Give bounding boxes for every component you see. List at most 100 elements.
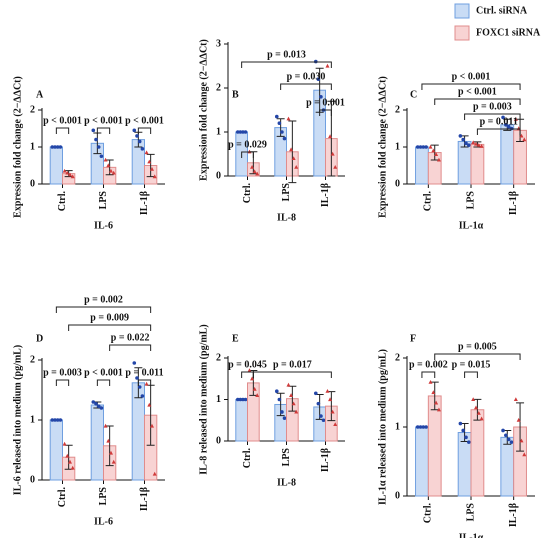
significance-bracket (55, 379, 70, 386)
p-value: p < 0.001 (458, 86, 497, 97)
data-point (519, 133, 524, 138)
data-point (94, 137, 98, 142)
data-point (321, 418, 326, 423)
data-point (316, 77, 321, 81)
data-point (428, 379, 433, 384)
data-point (241, 130, 245, 134)
significance-bracket (96, 379, 111, 386)
p-value: p < 0.001 (84, 115, 123, 126)
data-point (418, 145, 423, 149)
data-point (479, 144, 484, 148)
significance-bracket (241, 61, 332, 68)
x-tick-label: LPS (281, 183, 292, 202)
data-point (516, 417, 521, 422)
data-point (53, 418, 57, 422)
p-value: p = 0.029 (228, 139, 267, 150)
x-tick-label: Ctrl. (242, 448, 253, 469)
significance-bracket (434, 353, 521, 360)
significance-bracket (464, 371, 478, 378)
data-point (325, 63, 330, 68)
data-point (255, 171, 260, 176)
panel-letter: C (410, 89, 417, 100)
y-tick-label: 2 (216, 352, 221, 363)
data-point (421, 425, 426, 429)
data-point (235, 130, 240, 134)
p-value: p = 0.001 (306, 97, 345, 108)
data-point (316, 401, 321, 406)
x-tick-label: IL-1β (508, 503, 519, 527)
bar (235, 399, 249, 442)
data-point (504, 433, 508, 438)
data-point (55, 145, 60, 149)
data-point (509, 440, 514, 444)
data-point (522, 137, 527, 142)
x-tick-label: IL-1β (139, 191, 150, 215)
x-tick-label: Ctrl. (423, 191, 434, 212)
y-tick-label: 0 (216, 170, 221, 181)
data-point (333, 422, 338, 426)
data-point (135, 134, 139, 138)
x-tick-label: LPS (281, 448, 292, 467)
bar (415, 426, 429, 497)
data-point (252, 169, 257, 174)
data-point (319, 95, 323, 99)
significance-bracket (55, 127, 70, 134)
x-tick-label: LPS (98, 191, 109, 210)
data-point (473, 405, 478, 410)
legend-label: Ctrl. siRNA (476, 5, 528, 16)
data-point (238, 397, 243, 402)
data-point (106, 163, 111, 168)
y-tick-label: 1 (395, 421, 400, 432)
data-point (140, 394, 145, 398)
data-point (58, 145, 63, 149)
data-point (150, 167, 155, 171)
p-value: p < 0.001 (43, 115, 82, 126)
significance-bracket (252, 371, 332, 378)
data-point (140, 147, 145, 151)
data-point (286, 116, 291, 121)
p-value: p = 0.013 (267, 49, 306, 60)
y-tick-label: 2 (216, 82, 221, 93)
data-point (62, 168, 67, 173)
panel-letter: A (36, 89, 44, 100)
data-point (132, 361, 137, 365)
data-point (147, 159, 152, 164)
p-value: p = 0.011 (480, 116, 518, 127)
data-point (291, 401, 296, 406)
data-point (418, 425, 423, 429)
y-tick-label: 1 (216, 394, 221, 405)
data-point (434, 400, 439, 405)
p-value: p = 0.015 (452, 359, 491, 370)
data-point (506, 124, 511, 129)
data-point (91, 400, 96, 404)
data-point (96, 404, 101, 409)
y-axis-label: Expression fold change (2−ΔΔCt) (377, 76, 388, 218)
significance-bracket (421, 83, 521, 90)
y-axis-label: Expression fold change (2−ΔΔCt) (12, 76, 23, 218)
error-bar (288, 120, 297, 184)
data-point (473, 141, 478, 146)
error-bar (430, 381, 439, 411)
data-point (70, 465, 75, 470)
significance-bracket (68, 324, 152, 331)
x-axis-label: IL-6 (94, 516, 113, 527)
data-point (94, 402, 98, 406)
bar (457, 140, 472, 185)
y-tick-label: 0 (395, 178, 400, 189)
data-point (53, 145, 57, 149)
data-point (330, 151, 335, 156)
data-point (144, 150, 149, 155)
x-tick-label: IL-1β (320, 183, 331, 207)
data-point (333, 165, 338, 169)
significance-bracket (109, 344, 152, 351)
data-point (99, 406, 104, 410)
data-point (461, 137, 465, 142)
significance-bracket (421, 371, 436, 378)
p-value: p < 0.001 (125, 115, 164, 126)
significance-bracket (137, 379, 152, 386)
error-bar (146, 153, 155, 178)
data-point (152, 471, 157, 476)
data-point (501, 428, 505, 433)
data-point (150, 423, 155, 428)
data-point (313, 391, 318, 396)
